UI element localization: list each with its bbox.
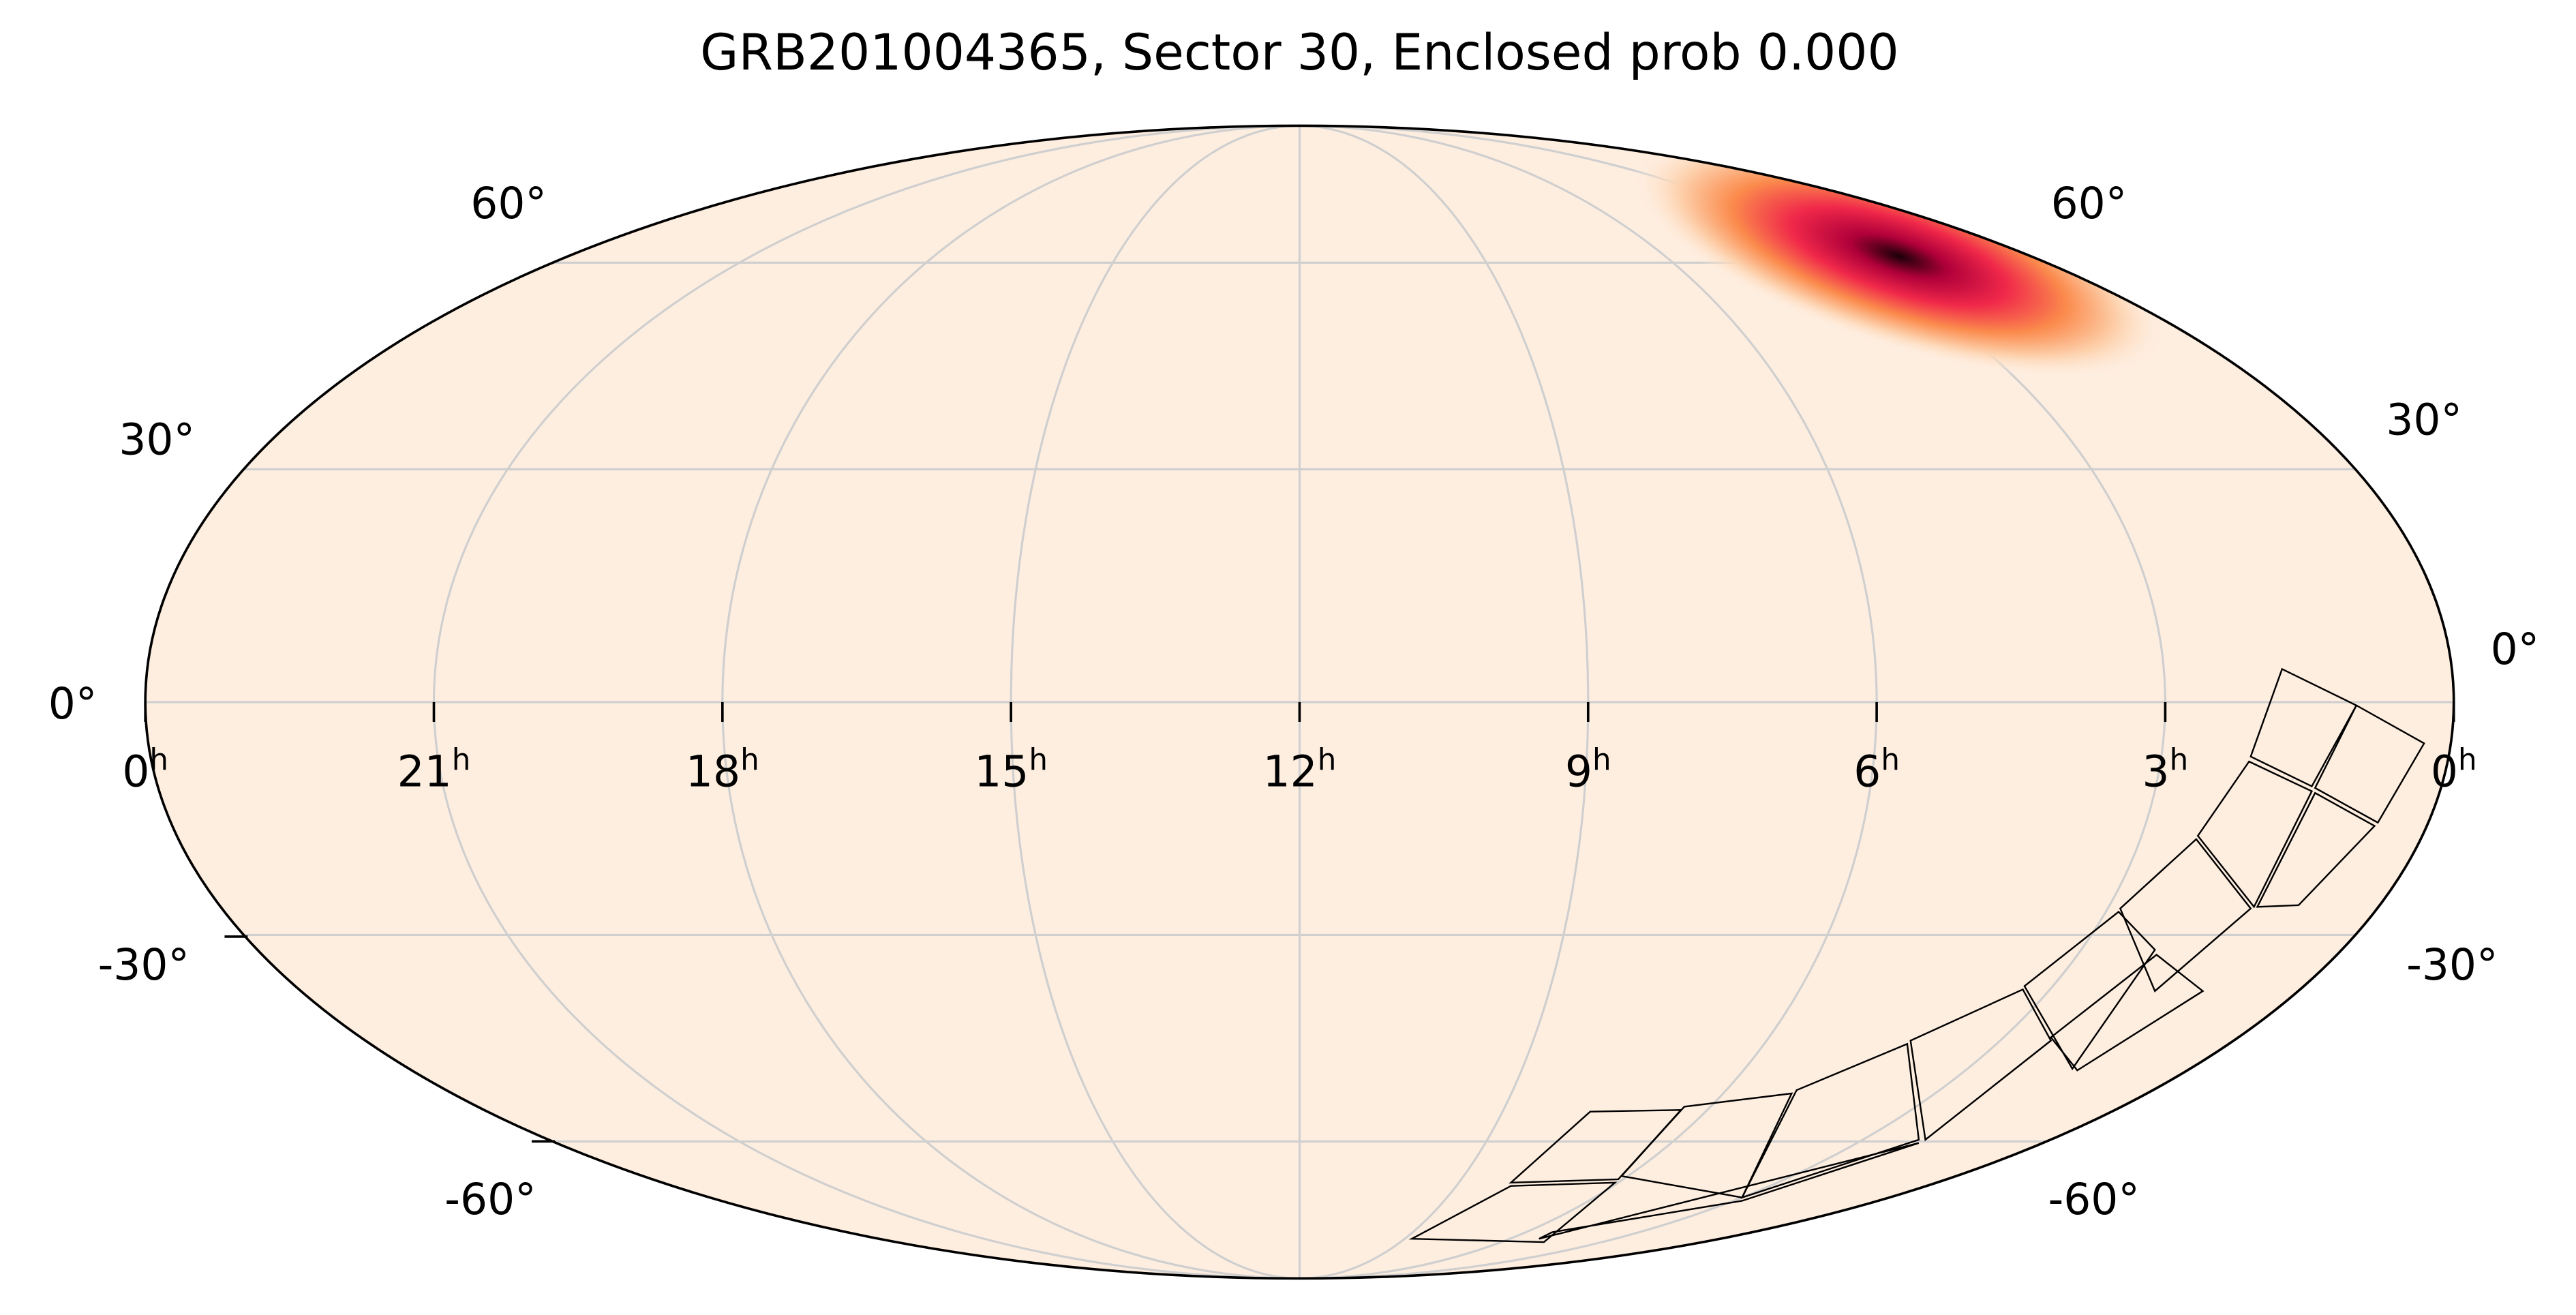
dec-label: 60° (2051, 179, 2127, 228)
dec-label: 30° (2386, 395, 2462, 444)
dec-label: -30° (2406, 940, 2498, 990)
ra-unit: h (1318, 743, 1337, 777)
tile (2023, 910, 2156, 1070)
ra-hour: 12 (1263, 746, 1318, 796)
ra-hour: 18 (686, 746, 740, 796)
dec-label: -60° (2048, 1175, 2139, 1224)
ra-hour: 6 (1853, 746, 1881, 796)
ra-unit: h (2170, 743, 2189, 777)
tile (2314, 704, 2425, 824)
ra-label: 9h (1565, 743, 1611, 796)
ra-label: 0h (122, 743, 168, 796)
ra-unit: h (2458, 743, 2477, 777)
tile (2249, 667, 2358, 788)
sector-tiles (1408, 667, 2425, 1243)
ra-unit: h (1592, 743, 1611, 777)
ra-label: 15h (974, 743, 1048, 796)
dec-label: -30° (98, 940, 190, 990)
probability-region (1630, 134, 2168, 379)
dec-label: 0° (48, 679, 97, 729)
tile (2049, 953, 2204, 1072)
tile (2256, 791, 2376, 908)
ra-unit: h (1029, 743, 1048, 777)
ra-unit: h (740, 743, 759, 777)
ra-label: 12h (1263, 743, 1337, 796)
dec-label: 0° (2491, 624, 2540, 674)
map-title: GRB201004365, Sector 30, Enclosed prob 0… (700, 25, 1899, 82)
axis-labels: 0h 21h 18h 15h 12h 9h 6h 3h 0h60°30°0°-30°-60°60… (48, 179, 2539, 1224)
ra-unit: h (452, 743, 471, 777)
tile (2196, 760, 2314, 909)
ra-unit: h (149, 743, 168, 777)
dec-label: 30° (119, 415, 195, 465)
ra-label: 3h (2142, 743, 2189, 796)
ra-label: 21h (397, 743, 471, 796)
ra-hour: 3 (2142, 746, 2170, 796)
tile (2119, 838, 2252, 993)
probability-blob (1630, 134, 2168, 379)
ra-label: 18h (686, 743, 759, 796)
ra-label: 6h (1853, 743, 1900, 796)
ra-label: 0h (2431, 743, 2477, 796)
tile (1909, 988, 2052, 1142)
ra-unit: h (1881, 743, 1900, 777)
tile (1509, 1108, 1683, 1184)
dec-label: -60° (444, 1175, 536, 1224)
ra-hour: 15 (974, 746, 1029, 796)
tile (1539, 1142, 1920, 1240)
ra-hour: 21 (397, 746, 452, 796)
tile (1408, 1181, 1618, 1243)
ra-hour: 9 (1565, 746, 1592, 796)
ra-hour: 0 (2431, 746, 2458, 796)
ra-hour: 0 (122, 746, 149, 796)
dec-label: 60° (470, 179, 547, 228)
